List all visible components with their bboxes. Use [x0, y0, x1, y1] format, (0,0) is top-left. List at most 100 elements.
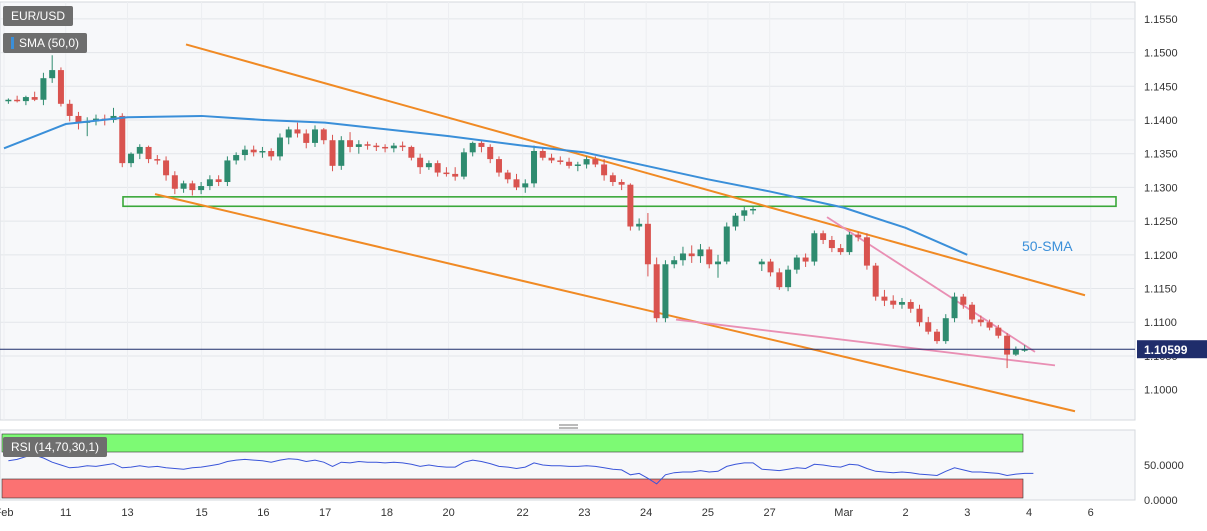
candle-body: [566, 161, 573, 166]
candle-body: [241, 149, 248, 156]
candle-body: [276, 137, 283, 157]
price-axis-tick-label: 1.1100: [1144, 317, 1177, 329]
price-axis-tick-label: 1.1150: [1144, 284, 1177, 296]
candle-body: [145, 146, 152, 160]
candle-body: [443, 172, 450, 175]
candle-body: [40, 78, 47, 100]
candle-body: [969, 304, 976, 320]
candle-body: [522, 183, 529, 188]
candle-body: [128, 153, 135, 164]
candle-body: [697, 249, 704, 257]
candle-body: [504, 172, 511, 180]
candle-body: [31, 97, 38, 100]
candle-body: [154, 159, 161, 161]
candle-body: [828, 239, 835, 249]
x-axis-tick-label: 4: [1026, 507, 1032, 519]
candle-body: [487, 146, 494, 160]
candle-body: [750, 208, 757, 211]
x-axis-tick-label: 20: [442, 507, 454, 519]
candle-body: [495, 159, 502, 173]
candle-body: [425, 163, 432, 168]
candle-body: [1004, 335, 1011, 355]
x-axis-tick-label: 3: [964, 507, 970, 519]
candle-body: [662, 264, 669, 319]
price-axis-tick-label: 1.1400: [1144, 115, 1178, 127]
price-pane-frame: [0, 1, 1136, 421]
candle-body: [119, 115, 126, 164]
price-axis-tick-label: 1.1300: [1144, 182, 1178, 194]
candle-body: [294, 129, 301, 134]
candle-body: [855, 234, 862, 238]
candle-body: [881, 296, 888, 301]
candle-body: [898, 302, 905, 305]
candle-body: [951, 296, 958, 319]
candle-body: [601, 164, 608, 176]
rsi-indicator-label: RSI (14,70,30,1): [11, 440, 100, 454]
x-axis-tick-label: Feb: [0, 507, 13, 519]
rsi-axis-tick-label: 50.0000: [1144, 460, 1184, 472]
candle-body: [171, 175, 178, 189]
candle-body: [925, 322, 932, 332]
x-axis-tick-label: 16: [257, 507, 269, 519]
candle-body: [618, 182, 625, 185]
candle-body: [259, 150, 266, 153]
rsi-overbought-zone: [1, 433, 1024, 453]
candle-body: [609, 175, 616, 183]
candle-body: [934, 331, 941, 342]
candle-body: [723, 226, 730, 262]
candle-body: [14, 99, 21, 102]
candle-body: [942, 318, 949, 342]
price-axis-tick-label: 1.1250: [1144, 216, 1178, 228]
candle-body: [198, 186, 205, 191]
x-axis: Feb111315161718202223242527Mar2346: [0, 507, 1094, 519]
candle-body: [960, 296, 967, 305]
candle-body: [688, 253, 695, 257]
candle-body: [592, 159, 599, 165]
candle-body: [916, 308, 923, 323]
price-pane: 1.1550 1.1500 1.1450 1.1400 1.1350 1.1300 1.12…: [0, 1, 1207, 429]
candle-body: [408, 146, 415, 158]
candle-body: [189, 183, 196, 191]
candle-body: [758, 261, 765, 265]
candle-body: [863, 237, 870, 266]
channel-upper-trendline: [185, 43, 1086, 297]
candle-body: [180, 183, 187, 189]
candle-body: [136, 146, 143, 154]
candle-body: [636, 223, 643, 227]
candle-body: [732, 215, 739, 227]
candle-body: [627, 184, 634, 227]
candle-body: [653, 264, 660, 319]
candle-body: [557, 160, 564, 162]
candle-body: [452, 173, 459, 177]
sma50-line: [3, 114, 968, 256]
candle-body: [539, 150, 546, 158]
candle-body: [57, 70, 64, 104]
sma-badge: SMA (50,0): [3, 33, 88, 53]
price-axis-tick-label: 1.1000: [1144, 385, 1178, 397]
candle-body: [390, 145, 397, 149]
candle-body: [338, 140, 345, 166]
candle-body: [206, 179, 213, 187]
candle-body: [820, 233, 827, 240]
resistance-zone-box: [122, 196, 1117, 208]
candle-body: [460, 152, 467, 177]
sma-indicator-label: SMA (50,0): [19, 36, 80, 50]
x-axis-tick-label: 2: [902, 507, 908, 519]
symbol-badge: EUR/USD: [3, 6, 74, 26]
x-axis-tick-label: 11: [60, 507, 71, 519]
candle-body: [986, 322, 993, 328]
candle-body: [5, 99, 12, 102]
candle-body: [303, 133, 310, 143]
candle-body: [706, 249, 713, 265]
candle-body: [417, 157, 424, 168]
candle-body: [767, 261, 774, 273]
last-price-label: 1.10599: [1144, 343, 1188, 357]
rsi-axis-tick-label: 0.0000: [1144, 495, 1178, 507]
rsi-badge: RSI (14,70,30,1): [3, 437, 108, 457]
wedge-lower-trendline: [675, 318, 1056, 367]
candle-body: [75, 115, 82, 123]
candle-body: [22, 97, 29, 102]
candle-body: [347, 140, 354, 147]
symbol-label: EUR/USD: [11, 9, 66, 23]
price-axis-tick-label: 1.1350: [1144, 149, 1178, 161]
